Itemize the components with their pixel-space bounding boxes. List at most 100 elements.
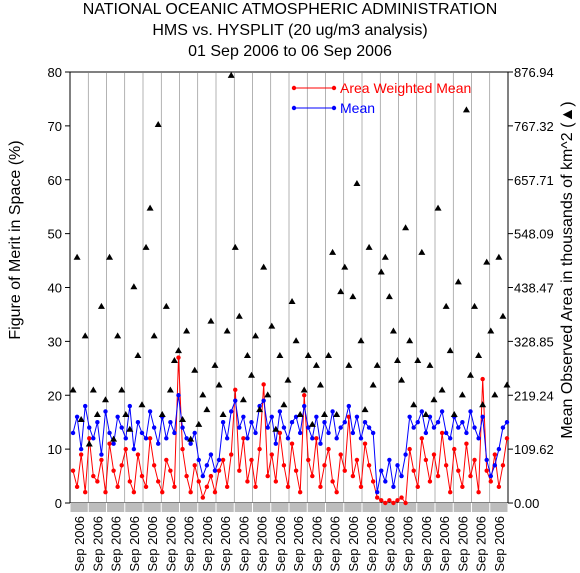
data-point-triangle xyxy=(320,411,328,418)
data-point-triangle xyxy=(487,327,495,334)
data-point xyxy=(123,436,128,441)
y-left-tick-label: 70 xyxy=(48,119,62,134)
data-point-triangle xyxy=(191,366,199,373)
data-point-triangle xyxy=(122,411,130,418)
y-axis-right-label: Mean Observed Area in thousands of km^2 … xyxy=(559,101,576,438)
data-point xyxy=(176,393,181,398)
x-tick-label: Sep 2006 xyxy=(437,516,452,572)
data-point xyxy=(484,468,489,473)
data-point xyxy=(443,463,449,468)
data-point-triangle xyxy=(101,396,109,403)
data-point xyxy=(448,490,453,495)
data-point-triangle xyxy=(77,415,85,422)
data-point xyxy=(188,441,193,446)
data-point xyxy=(70,430,76,436)
chart-title-line3: 01 Sep 2006 to 06 Sep 2006 xyxy=(188,43,392,60)
data-point xyxy=(439,430,445,436)
data-point xyxy=(91,436,96,441)
data-point-triangle xyxy=(81,332,89,339)
x-tick-label: Sep 2006 xyxy=(90,516,105,572)
data-point xyxy=(448,436,453,441)
data-point-triangle xyxy=(227,71,235,78)
data-point xyxy=(423,430,429,436)
data-point-triangle xyxy=(503,381,511,388)
data-point xyxy=(273,441,279,446)
y-left-tick-label: 30 xyxy=(48,334,62,349)
data-point xyxy=(216,457,222,463)
data-point-triangle xyxy=(458,391,466,398)
data-point-triangle xyxy=(142,243,150,250)
legend-marker xyxy=(331,105,337,111)
data-point-triangle xyxy=(150,332,158,339)
data-point-triangle xyxy=(247,371,255,378)
data-point xyxy=(87,425,92,430)
data-point xyxy=(375,495,380,500)
y-right-tick-label: 548.09 xyxy=(514,227,554,242)
data-point xyxy=(480,376,485,382)
data-point xyxy=(241,436,246,441)
data-point xyxy=(70,468,76,473)
data-point xyxy=(435,419,441,425)
data-point xyxy=(200,473,206,479)
data-point-triangle xyxy=(389,327,397,334)
data-point-triangle xyxy=(365,243,373,250)
data-point xyxy=(78,446,84,452)
data-point-triangle xyxy=(284,376,292,383)
data-point xyxy=(423,457,429,463)
data-point xyxy=(395,463,400,468)
data-point-triangle xyxy=(69,386,77,393)
data-point-triangle xyxy=(483,258,491,265)
data-point xyxy=(164,457,169,463)
data-point-triangle xyxy=(357,337,365,344)
data-point xyxy=(131,446,137,452)
data-point xyxy=(147,436,153,441)
data-point-triangle xyxy=(106,253,114,260)
data-point xyxy=(261,382,266,387)
data-point-triangle xyxy=(207,317,215,324)
data-point-triangle xyxy=(495,253,503,260)
data-point-triangle xyxy=(450,411,458,418)
data-point xyxy=(237,468,242,473)
x-tick-label: Sep 2006 xyxy=(492,516,507,572)
data-point-triangle xyxy=(280,401,288,408)
data-point xyxy=(139,430,145,436)
data-point xyxy=(302,393,307,398)
data-point-triangle xyxy=(166,386,174,393)
data-point xyxy=(237,425,242,430)
data-point xyxy=(496,446,502,452)
data-point-triangle xyxy=(126,425,134,432)
series-mean xyxy=(70,393,510,495)
data-point xyxy=(180,425,185,430)
data-point xyxy=(415,419,420,425)
data-point-triangle xyxy=(215,381,223,388)
data-point xyxy=(123,446,128,452)
data-point-triangle xyxy=(385,293,393,300)
y-right-tick-label: 328.85 xyxy=(514,334,554,349)
data-point xyxy=(107,441,112,446)
data-point xyxy=(338,425,343,430)
data-point-triangle xyxy=(154,121,162,128)
data-point xyxy=(370,430,376,436)
data-point xyxy=(111,441,116,446)
data-point xyxy=(460,419,465,425)
data-point xyxy=(87,436,92,441)
data-point xyxy=(156,441,161,446)
data-point xyxy=(192,430,197,436)
data-point-triangle xyxy=(110,435,118,442)
data-point xyxy=(204,463,210,468)
data-point xyxy=(285,484,291,490)
y-right-tick-label: 219.24 xyxy=(514,388,554,403)
data-point xyxy=(419,436,425,441)
data-point xyxy=(277,409,283,414)
data-point xyxy=(249,419,254,425)
data-point xyxy=(127,403,133,409)
data-point xyxy=(480,414,485,419)
data-point xyxy=(492,463,498,468)
data-point-triangle xyxy=(499,312,507,319)
data-point xyxy=(135,419,141,425)
data-point xyxy=(460,484,465,490)
data-point xyxy=(265,473,270,479)
data-point xyxy=(184,436,189,441)
data-point-triangle xyxy=(454,278,462,285)
data-point-triangle xyxy=(345,361,353,368)
